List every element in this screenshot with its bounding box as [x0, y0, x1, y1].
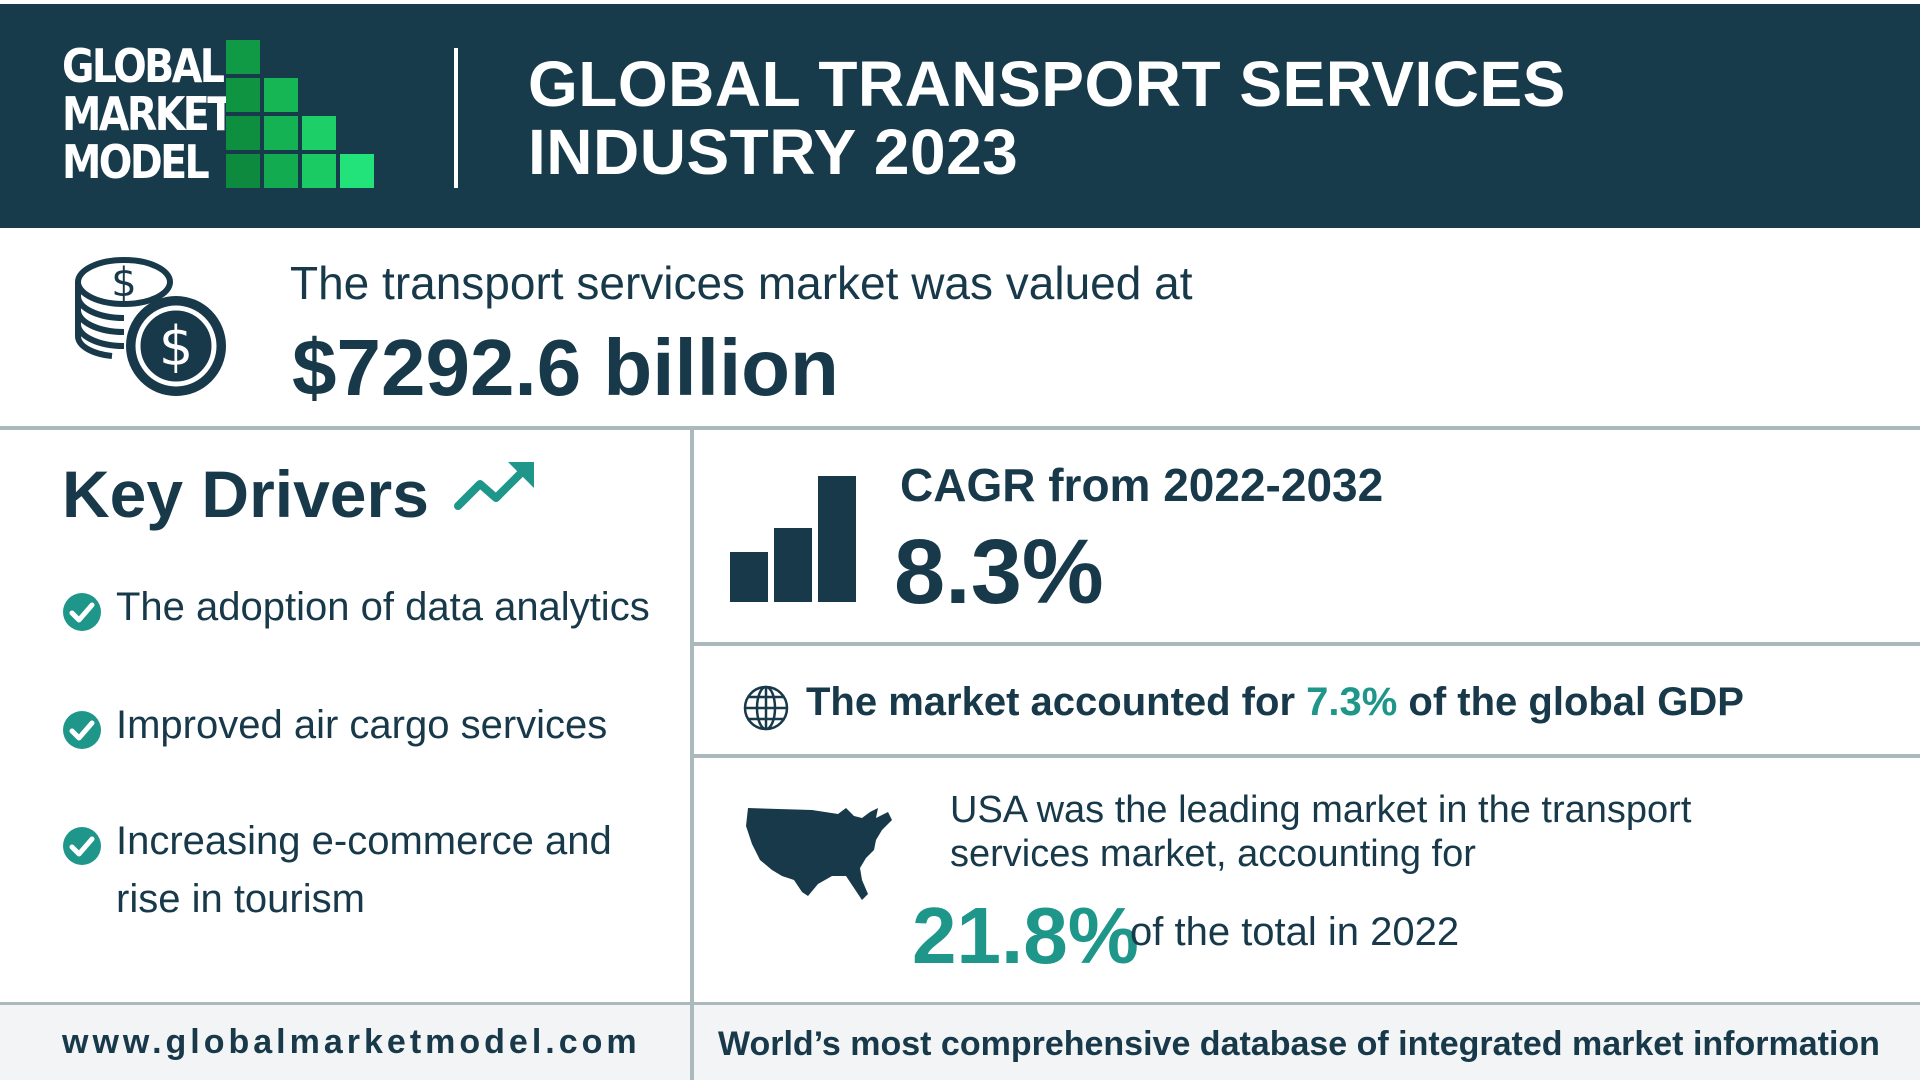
check-circle-icon [63, 711, 101, 749]
footer-tagline: World’s most comprehensive database of i… [718, 1025, 1880, 1063]
bar-chart-icon [730, 476, 856, 602]
gdp-statement: The market accounted for 7.3% of the glo… [806, 680, 1744, 725]
section-divider [694, 642, 1920, 646]
gdp-prefix: The market accounted for [806, 680, 1307, 724]
usa-share-value: 21.8% [912, 891, 1139, 980]
valuation-label: The transport services market was valued… [290, 257, 1193, 309]
driver-text: Improved air cargo services [116, 703, 608, 747]
cagr-label: CAGR from 2022-2032 [900, 459, 1384, 511]
check-circle-icon [63, 593, 101, 631]
logo-line-market: MARKET [62, 87, 234, 141]
page-title: GLOBAL TRANSPORT SERVICES INDUSTRY 2023 [528, 50, 1566, 186]
usa-description: USA was the leading market in the transp… [950, 788, 1830, 876]
column-divider [690, 426, 694, 1002]
section-divider [0, 426, 1920, 430]
trend-up-icon [454, 462, 534, 510]
header-divider [454, 48, 458, 188]
logo-line-model: MODEL [62, 135, 210, 189]
logo-wordmark: GLOBAL MARKET MODEL [62, 39, 234, 189]
driver-text: rise in tourism [116, 877, 365, 921]
list-item: Improved air cargo services [62, 696, 607, 754]
website-link[interactable]: www.globalmarketmodel.com [62, 1023, 641, 1061]
section-divider [694, 754, 1920, 758]
list-item: The adoption of data analytics [62, 578, 650, 636]
money-coins-icon: $ $ [75, 257, 226, 396]
logo-line-global: GLOBAL [62, 39, 225, 93]
driver-text: The adoption of data analytics [116, 585, 650, 629]
gdp-value: 7.3% [1306, 680, 1398, 724]
gdp-suffix: of the global GDP [1397, 680, 1744, 724]
svg-text:$: $ [111, 260, 136, 306]
usa-line-1: USA was the leading market in the transp… [950, 789, 1692, 831]
title-line-2: INDUSTRY 2023 [528, 116, 1019, 188]
footer-divider [690, 1005, 694, 1080]
key-drivers-title: Key Drivers [62, 457, 429, 531]
svg-text:$: $ [159, 315, 193, 378]
list-item: Increasing e-commerce and rise in touris… [62, 812, 612, 928]
usa-share-suffix: of the total in 2022 [1130, 910, 1460, 954]
check-circle-icon [63, 827, 101, 865]
header-banner: GLOBAL MARKET MODEL GLOBAL TRANSPORT SER… [0, 0, 1920, 228]
globe-icon [743, 685, 789, 731]
driver-text: Increasing e-commerce and [116, 819, 612, 863]
usa-map-icon [746, 808, 892, 900]
cagr-value: 8.3% [894, 521, 1104, 623]
title-line-1: GLOBAL TRANSPORT SERVICES [528, 48, 1566, 120]
footer: www.globalmarketmodel.com World’s most c… [0, 1002, 1920, 1080]
valuation-value: $7292.6 billion [292, 323, 839, 412]
usa-line-2: services market, accounting for [950, 833, 1476, 875]
